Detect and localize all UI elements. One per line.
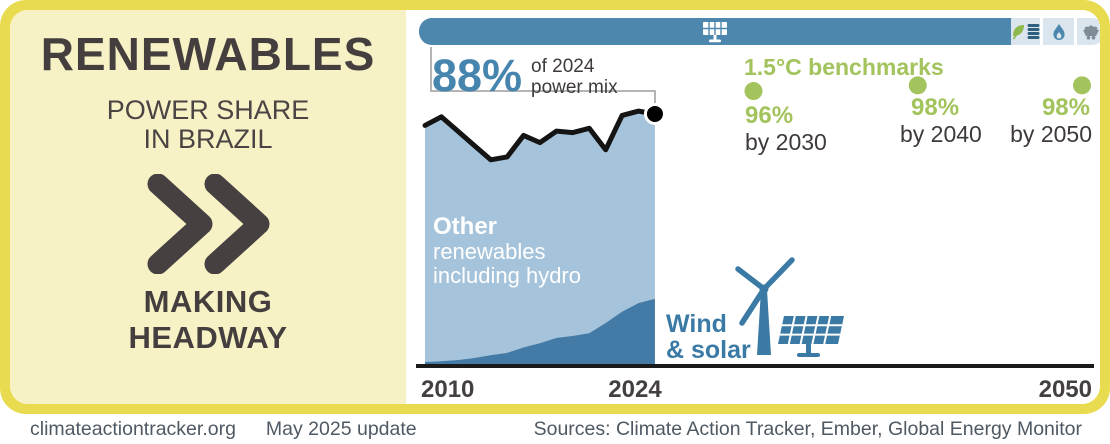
callout-connector-line: [430, 47, 656, 103]
power-mix-value: 88%: [432, 50, 523, 101]
other-renewables-label-line-1: renewables: [433, 239, 546, 264]
benchmark-2030-value: 96%: [745, 102, 794, 129]
benchmark-2040-caption: by 2040: [900, 121, 982, 147]
subtitle-line-1: POWER SHARE: [106, 95, 310, 125]
benchmark-2050-caption: by 2050: [1010, 121, 1092, 147]
footer-update-date: May 2025 update: [265, 417, 417, 440]
wind-turbine-and-solar-panel-illustration: [735, 257, 844, 357]
benchmark-2030-caption: by 2030: [745, 129, 827, 155]
power-mix-caption-line-1: of 2024: [531, 56, 595, 77]
left-panel: RENEWABLES POWER SHARE IN BRAZIL MAKING …: [10, 10, 406, 404]
benchmark-dot-2030: [744, 82, 763, 101]
solar-panel-icon: [703, 21, 727, 42]
subtitle-line-2: IN BRAZIL: [143, 124, 273, 154]
x-tick-2010: 2010: [421, 376, 475, 403]
power-mix-bar-renewables: [419, 18, 1011, 45]
tagline-line-1: MAKING: [143, 284, 273, 319]
x-tick-2050: 2050: [1038, 376, 1092, 403]
power-mix-bar-coal: [1077, 18, 1100, 45]
footer-sources: Sources: Climate Action Tracker, Ember, …: [533, 417, 1082, 440]
footer: climateactiontracker.org May 2025 update…: [0, 414, 1110, 444]
page-title: RENEWABLES: [40, 28, 376, 80]
point-2024-marker: [643, 102, 666, 125]
wind-solar-area: [425, 298, 655, 366]
footer-website: climateactiontracker.org: [30, 417, 236, 440]
other-renewables-label: Other renewables including hydro: [433, 214, 581, 288]
power-mix-caption: of 2024 power mix: [531, 56, 618, 98]
other-renewables-label-title: Other: [433, 213, 498, 240]
card-inner: RENEWABLES POWER SHARE IN BRAZIL MAKING …: [10, 10, 1100, 404]
gas-flame-icon: [1052, 23, 1065, 40]
chart-panel: 88% of 2024 power mix 1.5°C benchmarks 9…: [406, 10, 1100, 404]
benchmark-dot-2050: [1073, 76, 1091, 95]
power-mix-bar-gas: [1043, 18, 1074, 45]
total-renewables-line: [422, 108, 658, 163]
power-mix-caption-line-2: power mix: [531, 77, 618, 98]
page-subtitle: POWER SHARE IN BRAZIL: [107, 96, 310, 154]
wind-solar-label-line-2: & solar: [666, 336, 751, 364]
other-renewables-area: [425, 111, 655, 362]
benchmarks-title: 1.5°C benchmarks: [744, 54, 944, 80]
leaf-icon: [1012, 24, 1024, 39]
renewables-area-chart: [416, 47, 1094, 368]
other-renewables-label-line-2: including hydro: [433, 263, 581, 288]
x-tick-2024: 2024: [608, 376, 662, 403]
yellow-card: RENEWABLES POWER SHARE IN BRAZIL MAKING …: [0, 0, 1110, 414]
double-chevron-icon: [147, 174, 270, 274]
wind-turbine-icon: [735, 257, 795, 355]
wind-solar-label: Wind & solar: [666, 311, 751, 363]
power-mix-bar-bio-oil: [1011, 18, 1040, 45]
benchmark-2040-value: 98%: [911, 94, 960, 121]
coal-wagon-icon: [1083, 24, 1099, 39]
benchmark-dot-2040: [908, 76, 927, 95]
wind-solar-label-line-1: Wind: [666, 310, 727, 338]
oil-barrels-icon: [1027, 24, 1039, 39]
solar-panel-ground-icon: [778, 315, 844, 357]
tagline-line-2: HEADWAY: [128, 320, 288, 355]
tagline: MAKING HEADWAY: [128, 284, 287, 356]
benchmark-2050-value: 98%: [1041, 94, 1090, 121]
